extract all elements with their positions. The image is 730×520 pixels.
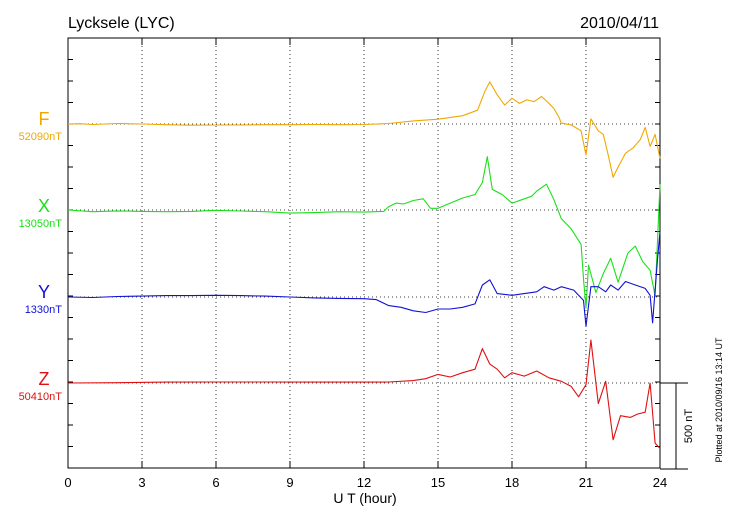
x-axis-label: U T (hour) [333, 490, 396, 506]
x-tick-label: 21 [579, 475, 593, 490]
x-tick-label: 0 [64, 475, 71, 490]
series-label-layer: F 52090nT X 13050nT Y 1330nT Z 50410nT [19, 109, 63, 403]
series-name-y: Y [38, 282, 50, 302]
series-line-y [67, 231, 661, 327]
x-tick-label: 6 [212, 475, 219, 490]
series-layer [67, 81, 661, 449]
x-tick-label: 15 [431, 475, 445, 490]
scale-bar: 500 nT [660, 382, 695, 470]
chart-date: 2010/04/11 [580, 15, 659, 32]
series-line-x [67, 156, 661, 309]
chart-title: Lycksele (LYC) [68, 15, 175, 32]
x-tick-label: 24 [653, 475, 667, 490]
series-baseline-z: 50410nT [19, 391, 63, 403]
grid-layer [68, 38, 660, 468]
series-baseline-y: 1330nT [25, 304, 63, 316]
x-tick-label: 18 [505, 475, 519, 490]
series-baseline-f: 52090nT [19, 131, 63, 143]
x-tick-label: 9 [286, 475, 293, 490]
series-name-f: F [39, 109, 50, 129]
plot-footnote: Plotted at 2010/09/16 13:14 UT [714, 337, 724, 463]
x-tick-label: 12 [357, 475, 371, 490]
x-tick-label: 3 [138, 475, 145, 490]
scale-bar-label: 500 nT [683, 409, 695, 444]
series-baseline-x: 13050nT [19, 218, 63, 230]
series-name-x: X [38, 196, 50, 216]
series-line-z [67, 339, 661, 449]
tick-layer: 0 3 6 9 12 15 18 21 24 [64, 38, 667, 490]
series-name-z: Z [39, 369, 50, 389]
series-line-f [67, 81, 661, 178]
